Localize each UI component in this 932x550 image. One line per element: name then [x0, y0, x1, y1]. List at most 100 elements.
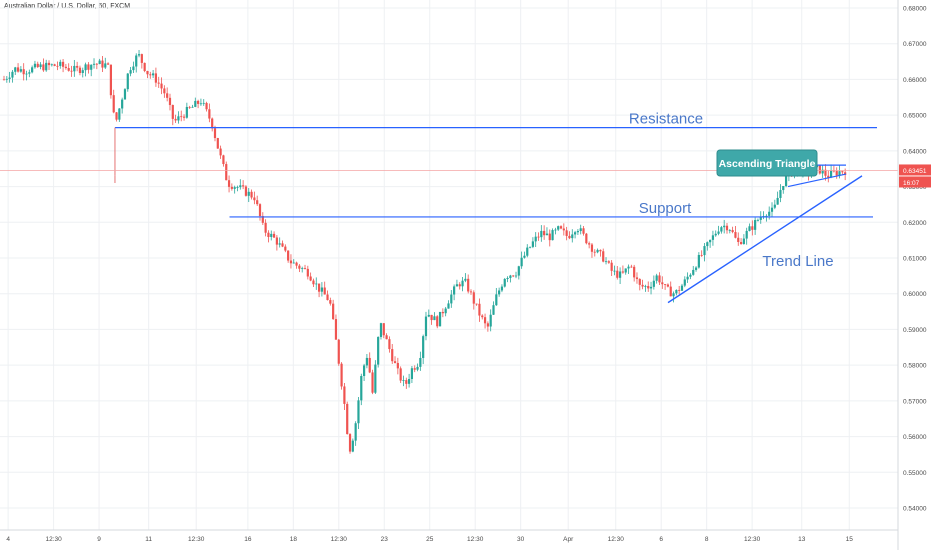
candle	[199, 98, 203, 106]
candle	[675, 289, 678, 296]
candle	[166, 87, 169, 102]
candle	[492, 301, 495, 316]
candle	[436, 315, 439, 329]
candle	[469, 289, 473, 295]
candle	[641, 279, 644, 290]
candle	[419, 351, 422, 371]
candle	[661, 276, 664, 289]
candle	[95, 63, 98, 70]
time-tick-label: 12:30	[331, 536, 348, 543]
candles	[2, 49, 847, 454]
candle	[762, 211, 765, 220]
candle	[2, 75, 6, 81]
candle	[67, 63, 70, 72]
candle	[841, 170, 844, 175]
candle	[348, 433, 352, 454]
candle	[216, 137, 219, 149]
candle	[306, 265, 309, 280]
candle	[455, 279, 459, 287]
time-tick-label: 18	[290, 536, 298, 543]
candle	[635, 272, 639, 284]
candle	[388, 336, 391, 353]
candle	[694, 266, 698, 272]
candle	[571, 229, 574, 243]
candle	[680, 283, 684, 292]
candle	[211, 117, 214, 132]
candle	[284, 244, 287, 253]
candle	[152, 69, 155, 79]
candle	[551, 228, 554, 241]
candle	[438, 311, 442, 327]
candle	[450, 289, 453, 308]
candle	[154, 67, 158, 87]
resistance-label: Resistance	[629, 111, 703, 128]
candle	[399, 366, 402, 384]
candle	[756, 218, 760, 222]
candle	[368, 352, 371, 374]
time-tick-label: 12:30	[45, 536, 62, 543]
candle	[585, 232, 588, 245]
candle	[275, 235, 278, 251]
candle	[579, 224, 582, 235]
candle	[604, 257, 608, 265]
candle	[53, 63, 56, 67]
candle	[692, 265, 695, 276]
time-tick-label: Apr	[563, 536, 574, 543]
candle	[627, 264, 630, 275]
candle	[8, 71, 11, 83]
candle	[568, 231, 571, 240]
candle	[194, 97, 197, 108]
candle	[278, 237, 281, 248]
price-tick-label: 0.56000	[903, 434, 927, 441]
time-tick-label: 6	[659, 536, 663, 543]
candle	[351, 438, 354, 453]
ascending-triangle-callout[interactable]: Ascending Triangle	[716, 149, 818, 177]
candle	[126, 73, 129, 92]
candle	[545, 227, 549, 236]
candle	[289, 254, 293, 269]
trend-line[interactable]	[667, 175, 863, 304]
candle	[832, 165, 836, 173]
candle	[205, 101, 208, 112]
candle	[334, 314, 338, 340]
candle	[213, 125, 217, 142]
candle	[711, 230, 715, 246]
candle	[25, 70, 28, 81]
candle	[554, 227, 557, 235]
candle	[168, 93, 172, 111]
candle	[835, 167, 838, 179]
candle	[500, 284, 504, 293]
price-tick-label: 0.62000	[903, 220, 927, 227]
candle	[272, 231, 276, 239]
candle	[475, 303, 478, 306]
candle	[242, 180, 245, 190]
chart-title: Australian Dollar / U.S. Dollar, 60, FXC…	[4, 3, 131, 10]
candle	[405, 377, 408, 389]
candle	[565, 226, 568, 241]
candle	[523, 251, 526, 259]
candle	[537, 232, 540, 241]
candle	[5, 76, 8, 83]
time-tick-label: 12:30	[744, 536, 761, 543]
candle	[239, 179, 242, 190]
candle	[754, 217, 757, 235]
candle	[301, 266, 304, 273]
candle	[264, 219, 267, 237]
candle	[427, 309, 430, 318]
time-tick-label: 16	[244, 536, 252, 543]
candle	[633, 264, 636, 282]
candle	[838, 165, 841, 179]
candle	[748, 223, 751, 232]
time-tick-label: 15	[846, 536, 854, 543]
triangle-bottom-line[interactable]	[787, 173, 847, 188]
candle	[261, 212, 264, 225]
candle	[326, 290, 329, 301]
last-price-value: 0.63451	[903, 168, 927, 175]
candle	[599, 249, 602, 257]
candle	[312, 278, 315, 288]
countdown-tag-bg	[899, 176, 931, 188]
time-tick-label: 12:30	[188, 536, 205, 543]
candle	[478, 298, 481, 322]
candle	[829, 164, 833, 179]
